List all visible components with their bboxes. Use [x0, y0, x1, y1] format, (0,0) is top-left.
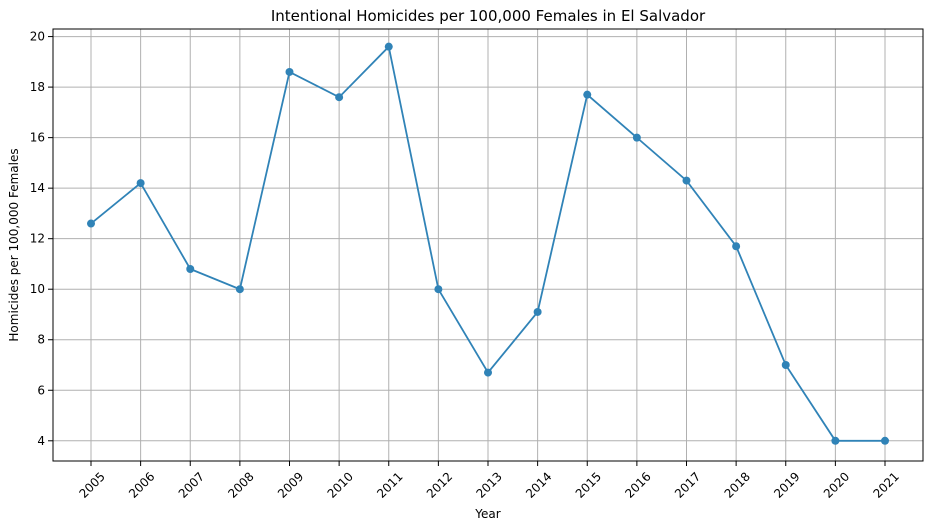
x-tick-label: 2012 — [424, 469, 455, 500]
x-tick-label: 2013 — [473, 469, 504, 500]
x-tick-label: 2010 — [325, 469, 356, 500]
x-tick-label: 2018 — [722, 469, 753, 500]
y-tick-label: 14 — [30, 181, 45, 195]
x-tick-label: 2017 — [672, 469, 703, 500]
x-tick-label: 2007 — [176, 469, 207, 500]
data-point — [732, 242, 741, 251]
x-tick-label: 2021 — [870, 469, 901, 500]
data-point — [682, 176, 691, 185]
grid — [53, 29, 923, 461]
data-point — [186, 265, 195, 273]
data-point — [235, 285, 244, 294]
data-point — [384, 42, 393, 51]
x-tick-label: 2009 — [275, 469, 306, 500]
x-axis-label: Year — [474, 507, 500, 521]
chart-title: Intentional Homicides per 100,000 Female… — [271, 7, 706, 25]
series-group — [87, 42, 889, 445]
x-tick-label: 2011 — [374, 469, 405, 500]
data-point — [335, 93, 344, 102]
data-point — [583, 90, 592, 99]
plot-frame — [52, 28, 924, 462]
data-point — [831, 436, 840, 445]
y-tick-label: 10 — [30, 282, 45, 296]
y-tick-label: 16 — [30, 131, 45, 145]
data-point — [285, 67, 294, 76]
x-tick-label: 2016 — [622, 469, 653, 500]
x-tick-label: 2006 — [126, 469, 157, 500]
x-axis: 2005 2006 2007 2008 2009 2010 2011 2012 2013 2014… — [76, 461, 902, 501]
x-tick-label: 2015 — [573, 469, 604, 500]
data-point — [632, 133, 641, 142]
x-tick-label: 2008 — [225, 469, 256, 500]
y-tick-label: 12 — [30, 232, 45, 246]
x-tick-label: 2020 — [821, 469, 852, 500]
data-point — [533, 307, 542, 316]
data-point — [434, 285, 443, 294]
x-tick-label: 2019 — [771, 469, 802, 500]
data-point — [781, 361, 790, 369]
y-axis: 4 6 8 10 12 14 16 18 20 — [30, 30, 53, 448]
data-point — [484, 368, 492, 377]
y-tick-label: 8 — [37, 333, 45, 347]
y-tick-label: 18 — [30, 80, 45, 94]
data-point — [87, 219, 95, 228]
x-tick-label: 2005 — [76, 469, 107, 500]
data-point — [136, 179, 145, 188]
x-tick-label: 2014 — [523, 469, 554, 500]
y-tick-label: 20 — [30, 30, 45, 44]
y-axis-label: Homicides per 100,000 Females — [7, 148, 21, 341]
y-tick-label: 6 — [37, 383, 45, 397]
y-tick-label: 4 — [37, 434, 45, 448]
data-point — [881, 436, 889, 445]
